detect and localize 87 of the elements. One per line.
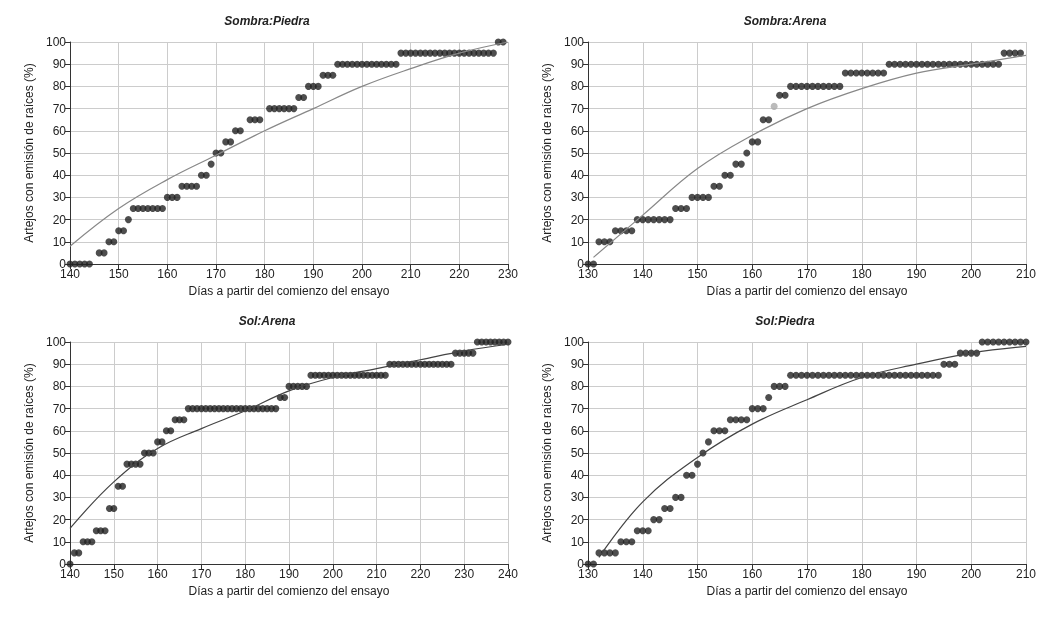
- y-tick-label: 50: [52, 446, 67, 460]
- y-tick-label: 50: [570, 446, 585, 460]
- x-tick-label: 210: [400, 267, 421, 281]
- x-tick-label: 210: [1015, 567, 1037, 581]
- x-axis-title: Días a partir del comienzo del ensayo: [188, 283, 390, 298]
- x-tick-label: 230: [454, 567, 475, 581]
- x-tick-label: 150: [103, 567, 125, 581]
- x-tick-label: 210: [366, 567, 387, 581]
- y-tick-label: 90: [570, 357, 585, 372]
- y-tick-label: 10: [52, 534, 67, 549]
- y-tick-label: 30: [52, 190, 67, 205]
- y-tick-label: 40: [52, 168, 67, 183]
- chart-title: Sombra:Arena: [743, 14, 827, 28]
- x-tick-label: 150: [687, 267, 708, 281]
- x-tick-label: 190: [303, 267, 324, 281]
- y-tick-label: 100: [45, 35, 67, 49]
- x-tick-label: 150: [108, 267, 129, 281]
- y-tick-label: 100: [563, 35, 585, 49]
- x-tick-label: 220: [410, 567, 431, 581]
- y-tick-label: 70: [570, 101, 585, 116]
- y-tick-label: 60: [570, 423, 585, 438]
- x-tick-label: 170: [796, 567, 818, 581]
- x-tick-label: 140: [632, 267, 654, 281]
- y-tick-label: 50: [570, 146, 585, 160]
- x-tick-label: 180: [254, 267, 275, 281]
- y-axis-title: Artejos con emisión de raíces (%): [22, 363, 37, 543]
- y-tick-label: 10: [570, 534, 585, 549]
- x-tick-label: 160: [742, 267, 763, 281]
- y-tick-label: 30: [570, 490, 585, 505]
- x-tick-label: 140: [632, 567, 654, 581]
- x-tick-label: 170: [796, 267, 818, 281]
- y-tick-label: 60: [52, 423, 67, 438]
- x-tick-label: 180: [851, 567, 873, 581]
- x-tick-label: 240: [497, 567, 519, 581]
- x-tick-label: 150: [687, 567, 708, 581]
- x-axis-title: Días a partir del comienzo del ensayo: [706, 283, 908, 298]
- y-tick-label: 100: [563, 335, 585, 349]
- y-tick-label: 90: [570, 57, 585, 72]
- chart-title: Sombra:Piedra: [224, 14, 311, 28]
- y-tick-label: 30: [570, 190, 585, 205]
- y-tick-label: 70: [570, 401, 585, 416]
- y-tick-label: 20: [52, 512, 67, 527]
- x-tick-label: 160: [157, 267, 178, 281]
- y-tick-label: 70: [52, 401, 67, 416]
- y-axis-title: Artejos con emisión de raíces (%): [540, 363, 555, 543]
- x-tick-label: 200: [961, 567, 982, 581]
- y-tick-label: 40: [570, 468, 585, 483]
- y-tick-label: 10: [570, 234, 585, 249]
- x-axis-title: Días a partir del comienzo del ensayo: [706, 583, 908, 598]
- x-tick-label: 230: [497, 267, 519, 281]
- y-tick-label: 60: [570, 123, 585, 138]
- y-axis-title: Artejos con emisión de raíces (%): [540, 63, 555, 243]
- y-tick-label: 80: [52, 79, 67, 94]
- x-tick-label: 170: [191, 567, 212, 581]
- x-tick-label: 190: [906, 267, 927, 281]
- y-tick-label: 90: [52, 57, 67, 72]
- y-tick-label: 20: [52, 212, 67, 227]
- x-tick-label: 180: [235, 567, 256, 581]
- x-tick-label: 200: [961, 267, 982, 281]
- y-tick-label: 100: [45, 335, 67, 349]
- y-tick-label: 70: [52, 101, 67, 116]
- y-tick-label: 80: [570, 379, 585, 394]
- y-tick-label: 10: [52, 234, 67, 249]
- x-tick-label: 200: [351, 267, 373, 281]
- x-axis-title: Días a partir del comienzo del ensayo: [188, 583, 390, 598]
- chart-title: Sol:Piedra: [755, 314, 815, 328]
- y-tick-label: 60: [52, 123, 67, 138]
- y-tick-label: 40: [52, 468, 67, 483]
- y-tick-label: 90: [52, 357, 67, 372]
- x-tick-label: 190: [278, 567, 300, 581]
- y-tick-label: 80: [570, 79, 585, 94]
- x-tick-label: 190: [906, 567, 927, 581]
- x-tick-label: 210: [1015, 267, 1037, 281]
- y-tick-label: 50: [52, 146, 67, 160]
- y-tick-label: 20: [570, 212, 585, 227]
- x-tick-label: 200: [322, 567, 344, 581]
- y-tick-label: 30: [52, 490, 67, 505]
- y-axis-title: Artejos con emisión de raíces (%): [22, 63, 37, 243]
- chart-title: Sol:Arena: [238, 314, 296, 328]
- y-tick-label: 20: [570, 512, 585, 527]
- x-tick-label: 220: [449, 267, 470, 281]
- y-tick-label: 40: [570, 168, 585, 183]
- x-tick-label: 180: [851, 267, 873, 281]
- x-tick-label: 160: [742, 567, 763, 581]
- x-tick-label: 170: [205, 267, 227, 281]
- x-tick-label: 160: [147, 567, 168, 581]
- y-tick-label: 80: [52, 379, 67, 394]
